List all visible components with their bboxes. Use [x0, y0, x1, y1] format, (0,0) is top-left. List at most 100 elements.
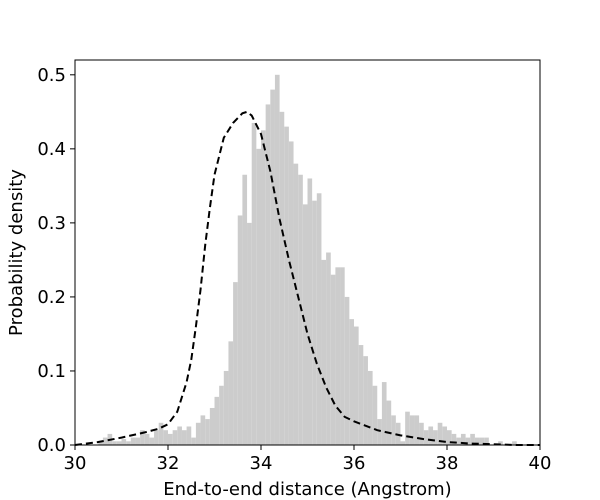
histogram-bar [470, 433, 475, 445]
histogram-bar [181, 430, 187, 445]
histogram-bar [223, 370, 229, 445]
histogram-bar [321, 259, 327, 445]
histogram-bar [307, 178, 313, 445]
histogram-bar [363, 356, 368, 445]
histogram-bar [354, 326, 359, 445]
histogram-bar [256, 148, 261, 445]
histogram-bar [135, 437, 141, 445]
histogram-bars [98, 74, 517, 446]
plot-frame [74, 59, 541, 446]
histogram-bar [279, 111, 285, 446]
histogram-bar [149, 437, 155, 445]
histogram-bar [172, 430, 178, 445]
histogram-bar [112, 441, 117, 445]
histogram-bar [409, 415, 415, 445]
histogram-bar [98, 441, 103, 445]
histogram-bar [233, 282, 238, 445]
histogram-bar [498, 441, 503, 445]
histogram-bar [158, 422, 164, 445]
histogram-bar [130, 437, 136, 445]
histogram-bar [465, 437, 471, 445]
histogram-bar [330, 274, 336, 445]
histogram-bar [288, 141, 294, 445]
histogram-bar [377, 419, 382, 445]
histogram-bar [326, 252, 331, 445]
y-tick-label: 0.0 [37, 435, 66, 456]
histogram-bar [205, 419, 210, 445]
histogram-bar [474, 437, 480, 445]
x-axis-ticks: 30 32 34 36 38 40 [64, 445, 552, 474]
histogram-bar [414, 415, 420, 445]
histogram-bar [144, 433, 150, 445]
histogram-bar [191, 437, 196, 445]
y-axis-label: Probability density [6, 169, 27, 336]
histogram-bar [433, 430, 438, 445]
y-tick-label: 0.1 [37, 361, 66, 382]
histogram-bar [265, 104, 271, 445]
histogram-bar [242, 174, 248, 445]
histogram-bar [437, 422, 443, 445]
x-tick-label: 30 [64, 453, 87, 474]
x-tick-label: 38 [436, 453, 459, 474]
histogram-bar [302, 204, 308, 445]
histogram-bar [386, 400, 392, 445]
histogram-bar [423, 430, 429, 445]
x-tick-label: 36 [343, 453, 366, 474]
histogram-bar [177, 426, 182, 445]
histogram-bar [116, 441, 122, 445]
histogram-bar [270, 89, 275, 445]
histogram-bar [154, 430, 159, 445]
histogram-bar [372, 385, 378, 445]
histogram-bar [367, 370, 373, 445]
y-tick-label: 0.4 [37, 139, 66, 160]
histogram-bar [344, 296, 350, 445]
histogram-bar [186, 426, 192, 445]
histogram-bar [209, 407, 215, 445]
histogram-bar [316, 193, 322, 445]
histogram-bar [512, 441, 517, 445]
histogram-bar [451, 433, 457, 445]
histogram-bar [228, 341, 234, 445]
histogram-bar [312, 200, 317, 445]
histogram-bar [214, 396, 220, 445]
histogram-bar [168, 433, 173, 445]
histogram-bar [484, 437, 489, 445]
histogram-bar [102, 437, 108, 445]
histogram-bar [219, 385, 224, 445]
histogram-bar [121, 439, 127, 445]
histogram-bar [381, 382, 387, 445]
histogram-bar [442, 426, 447, 445]
histogram-bar [456, 437, 461, 445]
histogram-bar [293, 163, 299, 445]
y-axis-ticks: 0.0 0.1 0.2 0.3 0.4 0.5 [37, 65, 75, 456]
histogram-bar [349, 319, 354, 445]
y-tick-label: 0.3 [37, 213, 66, 234]
histogram-bar [400, 441, 406, 445]
histogram-bar [261, 130, 266, 445]
histogram-bar [284, 126, 289, 445]
histogram-bar [200, 415, 206, 445]
histogram-bar [251, 122, 257, 446]
histogram-bar [479, 437, 485, 445]
histogram-bar [391, 415, 396, 445]
histogram-bar [460, 433, 466, 445]
histogram-bar [126, 441, 131, 445]
histogram-bar [358, 345, 364, 445]
x-tick-label: 32 [157, 453, 180, 474]
histogram-bar [340, 267, 345, 445]
x-tick-label: 34 [250, 453, 273, 474]
histogram-bar [419, 422, 424, 445]
histogram-bar [247, 222, 252, 445]
histogram-bar [195, 422, 201, 445]
y-tick-label: 0.5 [37, 65, 66, 86]
histogram-bar [335, 267, 341, 445]
x-tick-label: 40 [529, 453, 552, 474]
histogram-bar [274, 74, 280, 446]
histogram-bar [163, 430, 168, 445]
histogram-bar [237, 215, 243, 445]
histogram-bar [447, 430, 452, 445]
y-tick-label: 0.2 [37, 287, 66, 308]
histogram-bar [405, 411, 410, 445]
histogram-bar [428, 426, 434, 445]
